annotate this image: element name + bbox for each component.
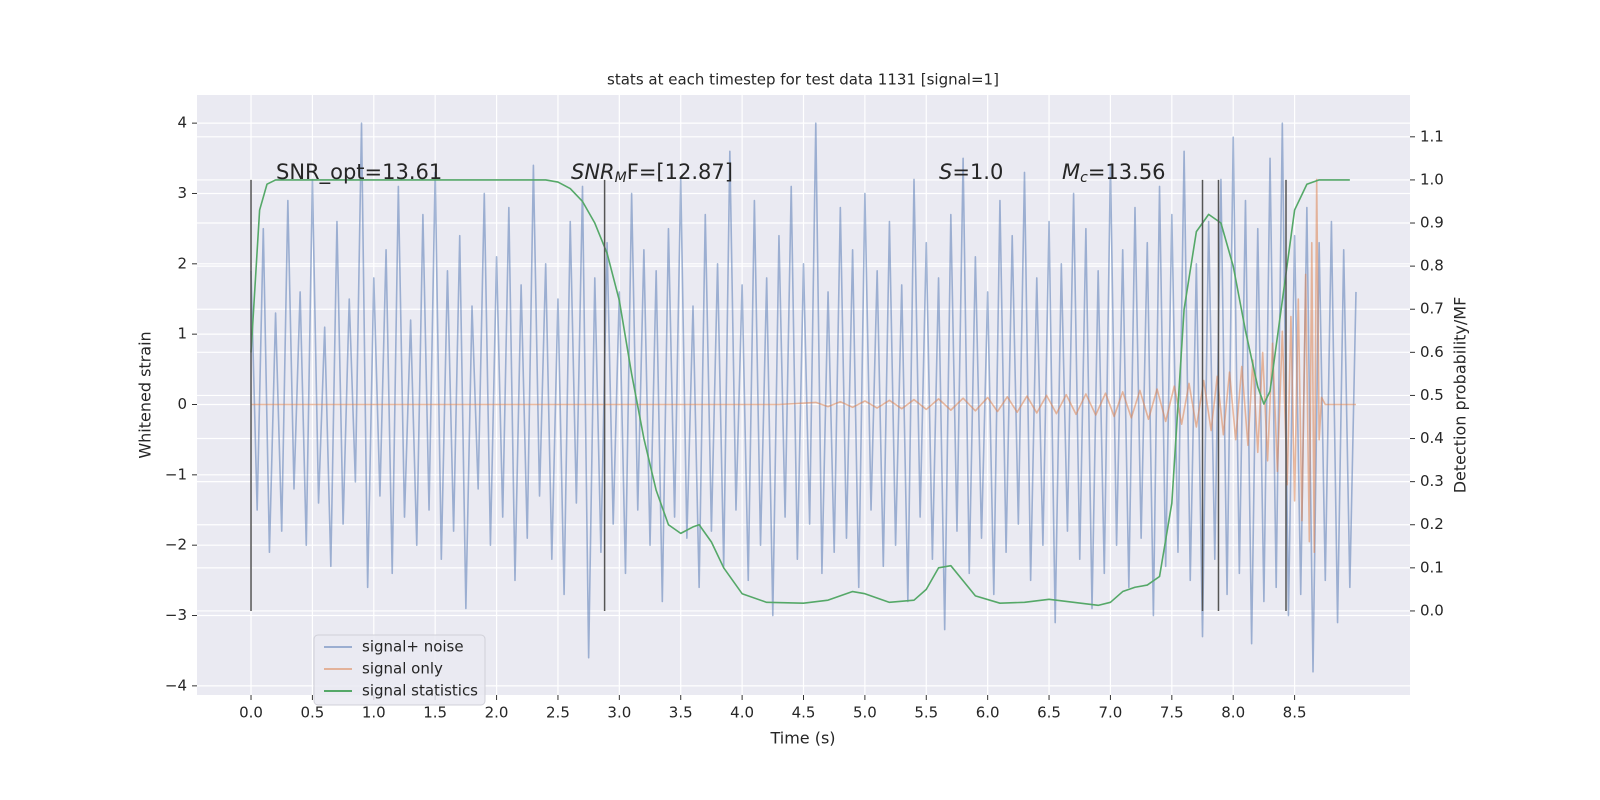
legend-label: signal+ noise xyxy=(362,638,464,656)
x-tick-label: 3.5 xyxy=(669,704,693,722)
series-line xyxy=(250,122,1357,673)
y2-tick-label: 0.5 xyxy=(1420,386,1444,404)
chart-title: stats at each timestep for test data 113… xyxy=(607,71,999,89)
y2-tick-label: 1.1 xyxy=(1420,127,1444,145)
x-tick-label: 7.5 xyxy=(1160,704,1184,722)
x-axis-label: Time (s) xyxy=(769,729,835,748)
x-tick-label: 3.0 xyxy=(607,704,631,722)
legend-label: signal only xyxy=(362,660,443,678)
legend-box xyxy=(313,634,486,706)
x-tick-label: 4.5 xyxy=(792,704,816,722)
legend-label: signal statistics xyxy=(362,682,478,700)
annotation-symbol: M xyxy=(1062,160,1080,184)
annotation-subscript: M xyxy=(615,170,627,186)
x-tick-label: 2.0 xyxy=(485,704,509,722)
y2-tick-label: 0.4 xyxy=(1420,429,1444,447)
annotation: S=1.0 xyxy=(939,160,1003,184)
y2-axis-label: Detection probability/MF xyxy=(1451,297,1470,494)
x-tick-label: 6.0 xyxy=(976,704,1000,722)
plot-marks xyxy=(250,122,1357,673)
x-tick-label: 5.0 xyxy=(853,704,877,722)
x-tick-label: 2.5 xyxy=(546,704,570,722)
x-tick-label: 0.0 xyxy=(239,704,263,722)
y2-tick-label: 0.2 xyxy=(1420,515,1444,533)
y-tick-label: 3 xyxy=(177,184,187,202)
series-line xyxy=(250,179,1350,607)
y2-tick-label: 0.7 xyxy=(1420,300,1444,318)
y-tick-label: 2 xyxy=(177,254,187,272)
y-tick-label: 4 xyxy=(177,114,187,132)
x-tick-label: 6.5 xyxy=(1037,704,1061,722)
y2-tick-label: 1.0 xyxy=(1420,170,1444,188)
annotation: Mc=13.56 xyxy=(1062,160,1166,186)
y2-tick-label: 0.8 xyxy=(1420,257,1444,275)
y-tick-label: −3 xyxy=(165,606,187,624)
annotation-subscript: c xyxy=(1080,170,1088,186)
annotation: SNR_opt=13.61 xyxy=(276,160,442,185)
y2-tick-label: 0.6 xyxy=(1420,343,1444,361)
annotation-symbol: SNR xyxy=(571,160,615,184)
x-tick-label: 7.0 xyxy=(1099,704,1123,722)
annotation-text: =13.56 xyxy=(1088,160,1166,184)
y-tick-label: −2 xyxy=(165,536,187,554)
annotation-text: SNR_opt=13.61 xyxy=(276,160,442,185)
y-tick-label: 0 xyxy=(177,395,187,413)
y-tick-label: −1 xyxy=(165,465,187,483)
x-tick-label: 8.0 xyxy=(1221,704,1245,722)
y2-tick-label: 0.1 xyxy=(1420,558,1444,576)
x-tick-label: 8.5 xyxy=(1283,704,1307,722)
annotation: SNRMF=[12.87] xyxy=(571,160,733,186)
series-line xyxy=(251,178,1356,554)
y-axis-label: Whitened strain xyxy=(136,331,155,458)
annotation-text: F=[12.87] xyxy=(627,160,733,184)
y-tick-label: 1 xyxy=(177,325,187,343)
x-tick-label: 0.5 xyxy=(300,704,324,722)
y-tick-label: −4 xyxy=(165,676,187,694)
x-tick-label: 1.0 xyxy=(362,704,386,722)
annotation-text: =1.0 xyxy=(952,160,1003,184)
y2-tick-label: 0.3 xyxy=(1420,472,1444,490)
x-tick-label: 5.5 xyxy=(914,704,938,722)
x-tick-label: 4.0 xyxy=(730,704,754,722)
annotation-symbol: S xyxy=(939,160,952,184)
x-tick-label: 1.5 xyxy=(423,704,447,722)
y2-tick-label: 0.9 xyxy=(1420,214,1444,232)
y2-tick-label: 0.0 xyxy=(1420,601,1444,619)
